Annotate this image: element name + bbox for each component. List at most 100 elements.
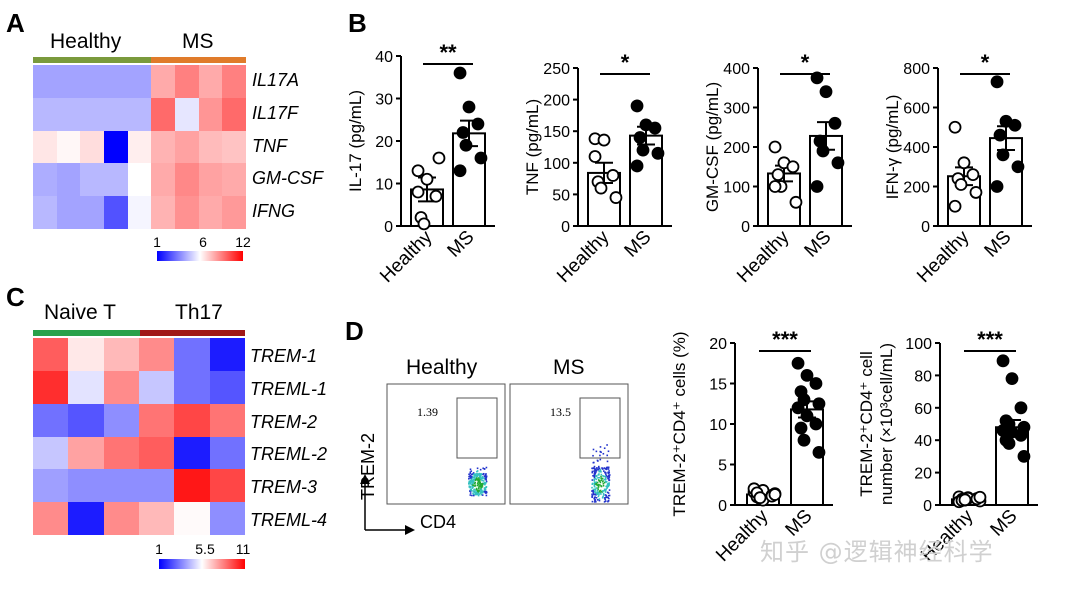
flow-cytometry-plots <box>360 383 629 535</box>
gate-pct-ms: 13.5 <box>550 405 571 419</box>
flow-event <box>597 487 599 489</box>
y-axis-label: TNF (pg/mL) <box>523 99 542 195</box>
heatmap-cell <box>175 65 200 99</box>
flow-event <box>476 489 478 491</box>
data-point <box>816 144 830 158</box>
data-point <box>812 445 826 459</box>
heatmap-c-naive-bar <box>33 330 140 336</box>
flow-event <box>599 490 601 492</box>
data-point <box>411 164 425 178</box>
category-label: MS <box>981 227 1016 262</box>
data-point <box>1017 449 1031 463</box>
heatmap-a-group-ms: MS <box>182 30 214 53</box>
flow-event <box>591 494 594 497</box>
flow-event <box>480 485 482 488</box>
heatmap-a-healthy-bar <box>33 57 151 63</box>
flow-event <box>598 479 601 482</box>
flow-event <box>481 475 483 478</box>
significance-stars: ** <box>439 40 457 65</box>
gene-label: IL17A <box>252 70 300 90</box>
data-point <box>996 354 1010 368</box>
flow-event <box>485 475 488 478</box>
y-tick-label: 40 <box>375 49 393 66</box>
flow-event <box>475 477 478 480</box>
data-point <box>791 401 805 415</box>
flow-event <box>605 473 607 476</box>
heatmap-cell <box>174 403 211 437</box>
y-tick-label: 200 <box>723 140 750 157</box>
data-point <box>800 409 814 423</box>
flow-event <box>481 490 484 493</box>
heatmap-c-grid <box>33 338 246 536</box>
flow-event <box>479 477 482 480</box>
flow-event <box>595 470 597 473</box>
flow-event <box>594 496 596 498</box>
data-point <box>800 369 814 382</box>
heatmap-cell <box>209 502 246 536</box>
flow-event <box>603 478 606 481</box>
heatmap-c-gene-labels: TREM-1 TREML-1 TREM-2 TREML-2 TREM-3 TRE… <box>250 340 350 540</box>
significance-stars: * <box>801 50 810 75</box>
flow-event <box>598 498 601 500</box>
flow-event <box>604 468 607 470</box>
flow-event <box>482 480 485 482</box>
flow-event <box>471 487 473 490</box>
data-point <box>651 146 665 160</box>
flow-event <box>593 488 596 491</box>
gene-label: GM-CSF <box>252 168 323 188</box>
heatmap-cell <box>127 65 152 99</box>
heatmap-cell <box>103 338 140 372</box>
flow-event <box>593 481 596 484</box>
flow-event <box>604 500 607 502</box>
flow-event <box>474 475 476 477</box>
flow-event <box>599 469 602 471</box>
flow-event <box>606 460 609 463</box>
heatmap-cell <box>68 502 105 536</box>
flow-event <box>605 472 607 474</box>
flow-event <box>597 492 600 494</box>
data-point <box>990 180 1004 193</box>
heatmap-cell <box>80 97 105 132</box>
flow-event <box>482 483 484 485</box>
flow-event <box>470 470 473 472</box>
flow-event <box>604 491 607 493</box>
flow-event <box>603 447 606 450</box>
flow-event <box>478 485 480 488</box>
flow-event <box>595 478 598 481</box>
significance-stars: *** <box>977 327 1003 352</box>
heatmap-cell <box>174 436 211 470</box>
heatmap-cell <box>33 97 58 132</box>
flow-event <box>607 471 609 474</box>
flow-event <box>470 477 472 480</box>
flow-event <box>475 492 478 495</box>
flow-plot-frame <box>509 383 629 505</box>
flow-event <box>593 471 596 474</box>
y-tick-label: 800 <box>903 61 930 78</box>
heatmap-cell <box>104 65 129 99</box>
data-point <box>1011 160 1025 174</box>
heatmap-a-ms-bar <box>151 57 246 63</box>
panel-label-b: B <box>348 8 367 38</box>
scale-a-max: 12 <box>235 234 251 250</box>
data-point <box>819 85 833 99</box>
flow-event <box>602 468 604 470</box>
data-point <box>993 128 1007 142</box>
flow-event <box>592 467 595 469</box>
significance-stars: *** <box>772 327 798 352</box>
flow-event <box>475 488 478 491</box>
flow-event <box>484 482 487 485</box>
flow-event <box>591 490 593 492</box>
flow-event <box>602 495 604 498</box>
flow-event <box>469 468 472 471</box>
flow-title-healthy: Healthy <box>406 356 478 379</box>
flow-event <box>593 478 595 481</box>
flow-event <box>591 495 593 498</box>
heatmap-cell <box>198 196 223 230</box>
flow-event <box>597 467 600 469</box>
flow-event <box>595 487 598 489</box>
flow-event <box>476 493 479 496</box>
flow-event <box>468 486 471 488</box>
flow-event <box>594 483 597 485</box>
data-point <box>797 433 811 447</box>
